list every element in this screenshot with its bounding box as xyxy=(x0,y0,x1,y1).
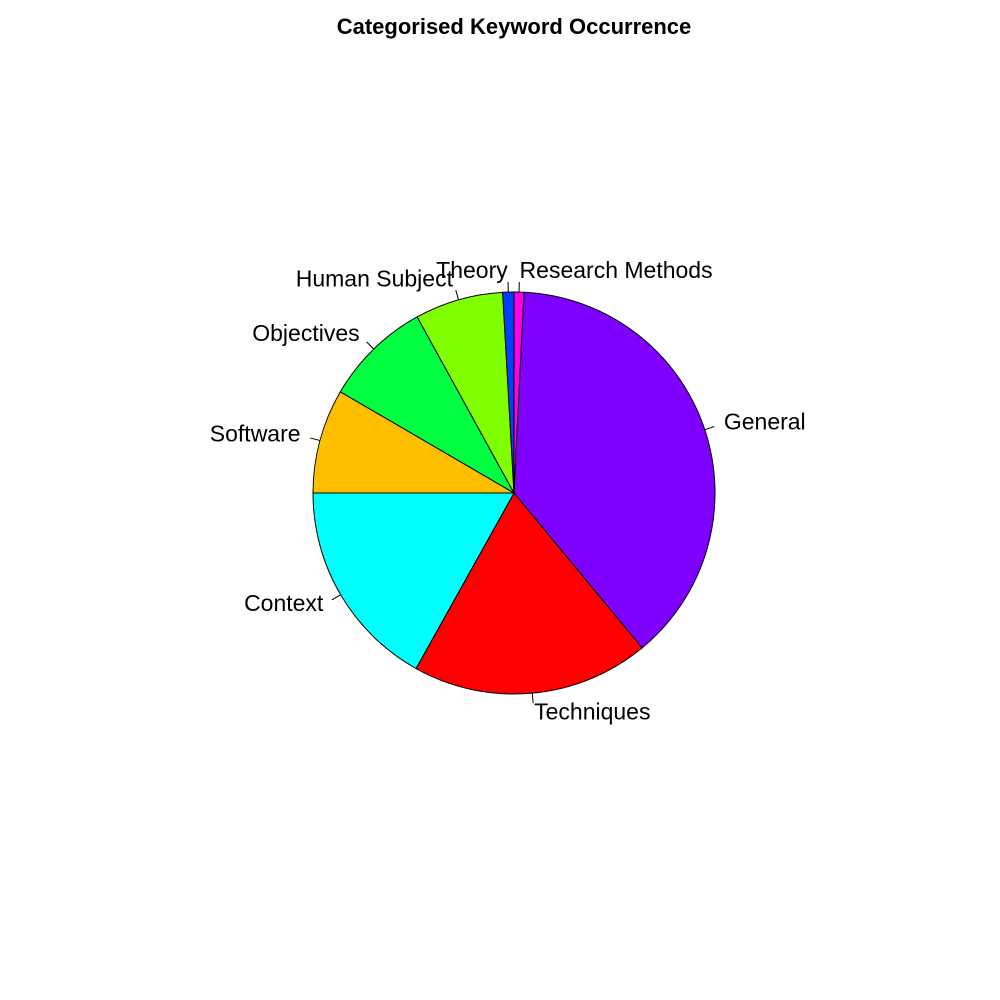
leader-line-context xyxy=(331,594,341,601)
pie-labels: Research Methods General Techniques Context… xyxy=(210,257,806,724)
leader-line-general xyxy=(704,426,715,431)
leader-line-software xyxy=(310,437,321,442)
pie-leader-lines xyxy=(310,282,715,704)
pie-label-general: General xyxy=(724,408,806,434)
pie-slices xyxy=(312,291,716,695)
pie-slice-software xyxy=(312,391,516,494)
pie-slice-general xyxy=(513,291,716,649)
chart-title: Categorised Keyword Occurrence xyxy=(336,14,692,39)
leader-line-human-subject xyxy=(455,290,460,300)
pie-label-software: Software xyxy=(210,420,301,446)
leader-line-techniques xyxy=(531,693,534,704)
pie-label-context: Context xyxy=(244,590,324,616)
pie-label-objectives: Objectives xyxy=(252,320,359,346)
pie-label-techniques: Techniques xyxy=(534,698,650,724)
pie-label-human-subject: Human Subject xyxy=(296,266,454,292)
leader-line-objectives xyxy=(366,341,375,350)
pie-label-research-methods: Research Methods xyxy=(520,257,713,283)
pie-slice-context xyxy=(312,492,515,670)
pie-label-theory: Theory xyxy=(436,257,508,283)
pie-slice-techniques xyxy=(415,492,643,695)
